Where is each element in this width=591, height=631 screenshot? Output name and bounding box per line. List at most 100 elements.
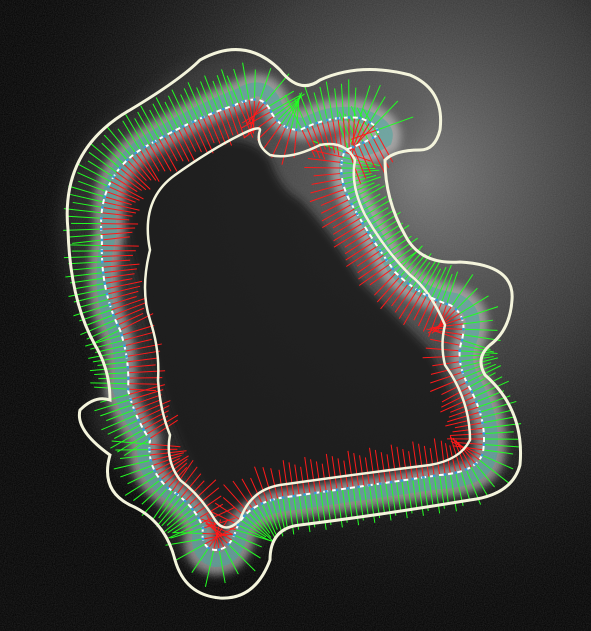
contour-point (107, 185, 110, 188)
contour-point (361, 141, 365, 144)
outer-normal-line (374, 484, 381, 519)
inner-normal-line (254, 466, 268, 502)
contour-point (197, 516, 200, 520)
inner-normal-line (109, 296, 137, 306)
contour-point (454, 471, 458, 475)
contour-point (126, 387, 130, 391)
inner-normal-line (331, 456, 338, 490)
outer-normal-line (111, 440, 150, 445)
inner-normal-line (153, 141, 172, 172)
inner-normal-line (369, 268, 393, 286)
inner-normal-line (417, 297, 433, 327)
contour-point (152, 140, 156, 144)
outer-normal-line (216, 75, 229, 108)
contour-point (232, 533, 236, 537)
outer-normal-line (221, 69, 235, 106)
inner-normal-line (271, 126, 287, 159)
contour-point (313, 491, 317, 495)
inner-normal-line (351, 117, 361, 145)
inner-normal-line (333, 227, 366, 248)
cell-interior (127, 140, 470, 510)
contour-point (481, 421, 484, 425)
contour-point (432, 474, 436, 478)
outer-normal-line (137, 111, 155, 142)
outer-normal-line (313, 92, 323, 122)
contour-point (201, 115, 205, 119)
outer-normal-line (247, 511, 272, 538)
inner-normal-line (102, 259, 131, 263)
inner-normal-line (115, 307, 145, 321)
contour-point (400, 479, 404, 482)
inner-normal-line (449, 445, 457, 473)
inner-normal-line (449, 433, 484, 437)
outer-normal-line (444, 474, 449, 505)
outer-normal-line (106, 126, 132, 157)
inner-normal-line (128, 383, 160, 385)
outer-normal-line (187, 82, 204, 118)
outer-normal-line (110, 429, 144, 449)
outer-normal-line (92, 329, 121, 344)
inner-normal-line (321, 121, 331, 152)
inner-normal-line (192, 487, 220, 510)
contour-point (147, 448, 151, 452)
inner-normal-line (281, 128, 292, 165)
outer-normal-line (158, 493, 178, 519)
contour-point (123, 344, 126, 348)
contour-point (134, 151, 138, 155)
contour-point (100, 260, 104, 264)
contour-point (460, 338, 464, 342)
outer-normal-line (359, 85, 371, 119)
outer-normal-line (451, 274, 474, 307)
contour-point (269, 110, 273, 114)
outer-normal-line (92, 355, 127, 363)
outer-normal-line (483, 443, 522, 448)
inner-normal-line (106, 285, 141, 295)
inner-normal-line (450, 401, 477, 413)
inner-normal-line (358, 259, 387, 280)
inner-normal-line (367, 139, 386, 174)
inner-normal-line (241, 106, 269, 124)
outer-normal-line (124, 474, 158, 496)
inner-normal-line (103, 201, 140, 211)
inner-normal-line (262, 467, 273, 500)
inner-normal-line (429, 448, 435, 476)
outer-normal-line (364, 84, 381, 121)
inner-normal-line (374, 272, 397, 296)
outer-normal-line (152, 490, 173, 520)
outer-normal-line (431, 266, 447, 299)
outer-normal-line (314, 492, 321, 523)
outer-normal-line (475, 463, 495, 488)
outer-normal-line (77, 172, 109, 187)
outer-normal-line (237, 524, 269, 541)
outer-normal-line (191, 547, 210, 573)
outer-normal-line (373, 100, 399, 126)
contour-point (460, 317, 464, 320)
outer-normal-line (134, 118, 151, 145)
outer-normal-line (183, 88, 199, 120)
outer-normal-line (101, 142, 124, 165)
inner-normal-line (113, 176, 138, 193)
inner-normal-line (105, 280, 143, 290)
outer-normal-line (460, 471, 471, 501)
outer-normal-line (421, 259, 442, 294)
inner-normal-line (101, 244, 139, 247)
outer-normal-line (106, 409, 135, 422)
outer-normal-line (75, 282, 105, 290)
contour-point (227, 542, 230, 546)
inner-normal-line (380, 452, 387, 483)
inner-normal-line (362, 142, 376, 169)
outer-normal-line (459, 295, 489, 315)
inner-normal-line (207, 114, 221, 144)
contour-point (284, 125, 288, 129)
contour-point (303, 493, 306, 496)
contour-point (281, 496, 285, 499)
inner-normal-line (346, 245, 378, 267)
inner-normal-line (222, 108, 234, 136)
outer-normal-line (67, 244, 102, 246)
inner-normal-line (180, 473, 202, 498)
inner-normal-line (288, 462, 295, 497)
outer-normal-line (390, 481, 397, 516)
inner-normal-line (101, 227, 136, 230)
contour-point (315, 121, 319, 125)
outer-normal-line (140, 105, 160, 140)
